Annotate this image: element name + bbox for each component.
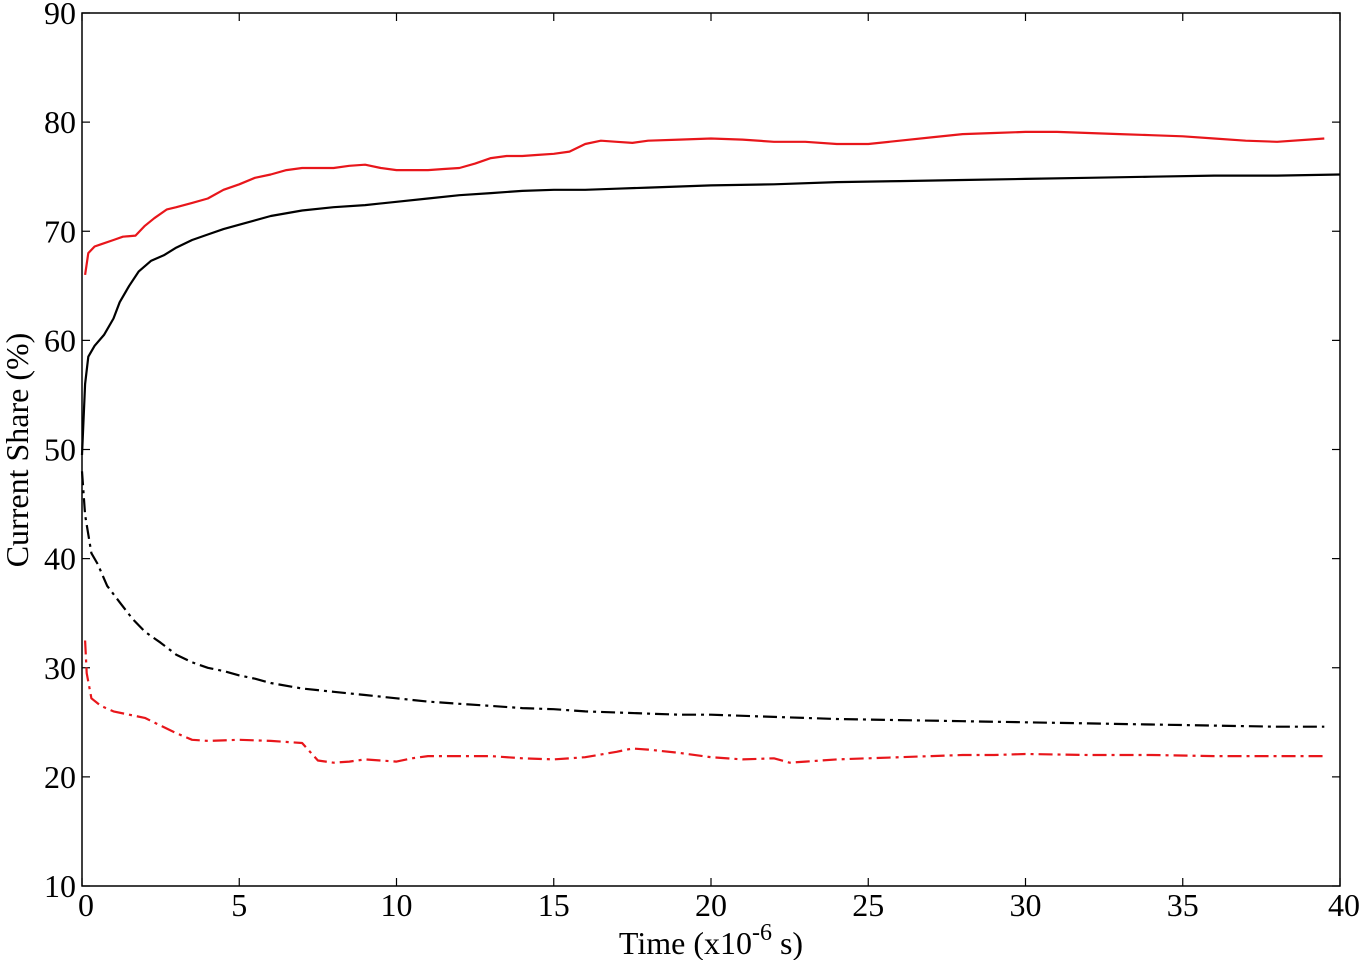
x-tick-label: 40: [1328, 887, 1360, 923]
series-line-1: [84, 130, 1325, 276]
y-tick-label: 80: [44, 104, 76, 140]
y-tick-label: 70: [44, 213, 76, 249]
x-axis-title: Time (x10-6 s): [619, 920, 803, 960]
x-tick-label: 30: [1010, 887, 1042, 923]
x-tick-label: 10: [381, 887, 413, 923]
series-layer: [80, 130, 1341, 764]
x-tick-label: 15: [538, 887, 570, 923]
y-tick-label: 10: [44, 868, 76, 904]
x-tick-label: 25: [852, 887, 884, 923]
x-axis-title-exponent: -6: [752, 920, 772, 946]
x-tick-label: 20: [695, 887, 727, 923]
y-axis-title: Current Share (%): [0, 333, 35, 568]
tick-labels: 0 5 10 15 20 25 30 35 40 10 20 30 40 50 60 70 80 90: [44, 0, 1360, 923]
axis-ticks: [81, 12, 1341, 887]
y-tick-label: 90: [44, 0, 76, 31]
x-tick-label: 0: [78, 887, 94, 923]
x-tick-label: 5: [231, 887, 247, 923]
x-axis-title-text: Time (x10: [619, 925, 752, 960]
y-tick-label: 20: [44, 759, 76, 795]
y-tick-label: 40: [44, 541, 76, 577]
x-tick-label: 35: [1167, 887, 1199, 923]
series-line-3: [80, 471, 1325, 728]
series-line-2: [80, 173, 1341, 456]
y-tick-label: 60: [44, 322, 76, 358]
y-tick-label: 50: [44, 432, 76, 468]
x-axis-title-suffix: s): [772, 925, 803, 960]
series-line-4: [84, 640, 1325, 764]
y-tick-label: 30: [44, 650, 76, 686]
